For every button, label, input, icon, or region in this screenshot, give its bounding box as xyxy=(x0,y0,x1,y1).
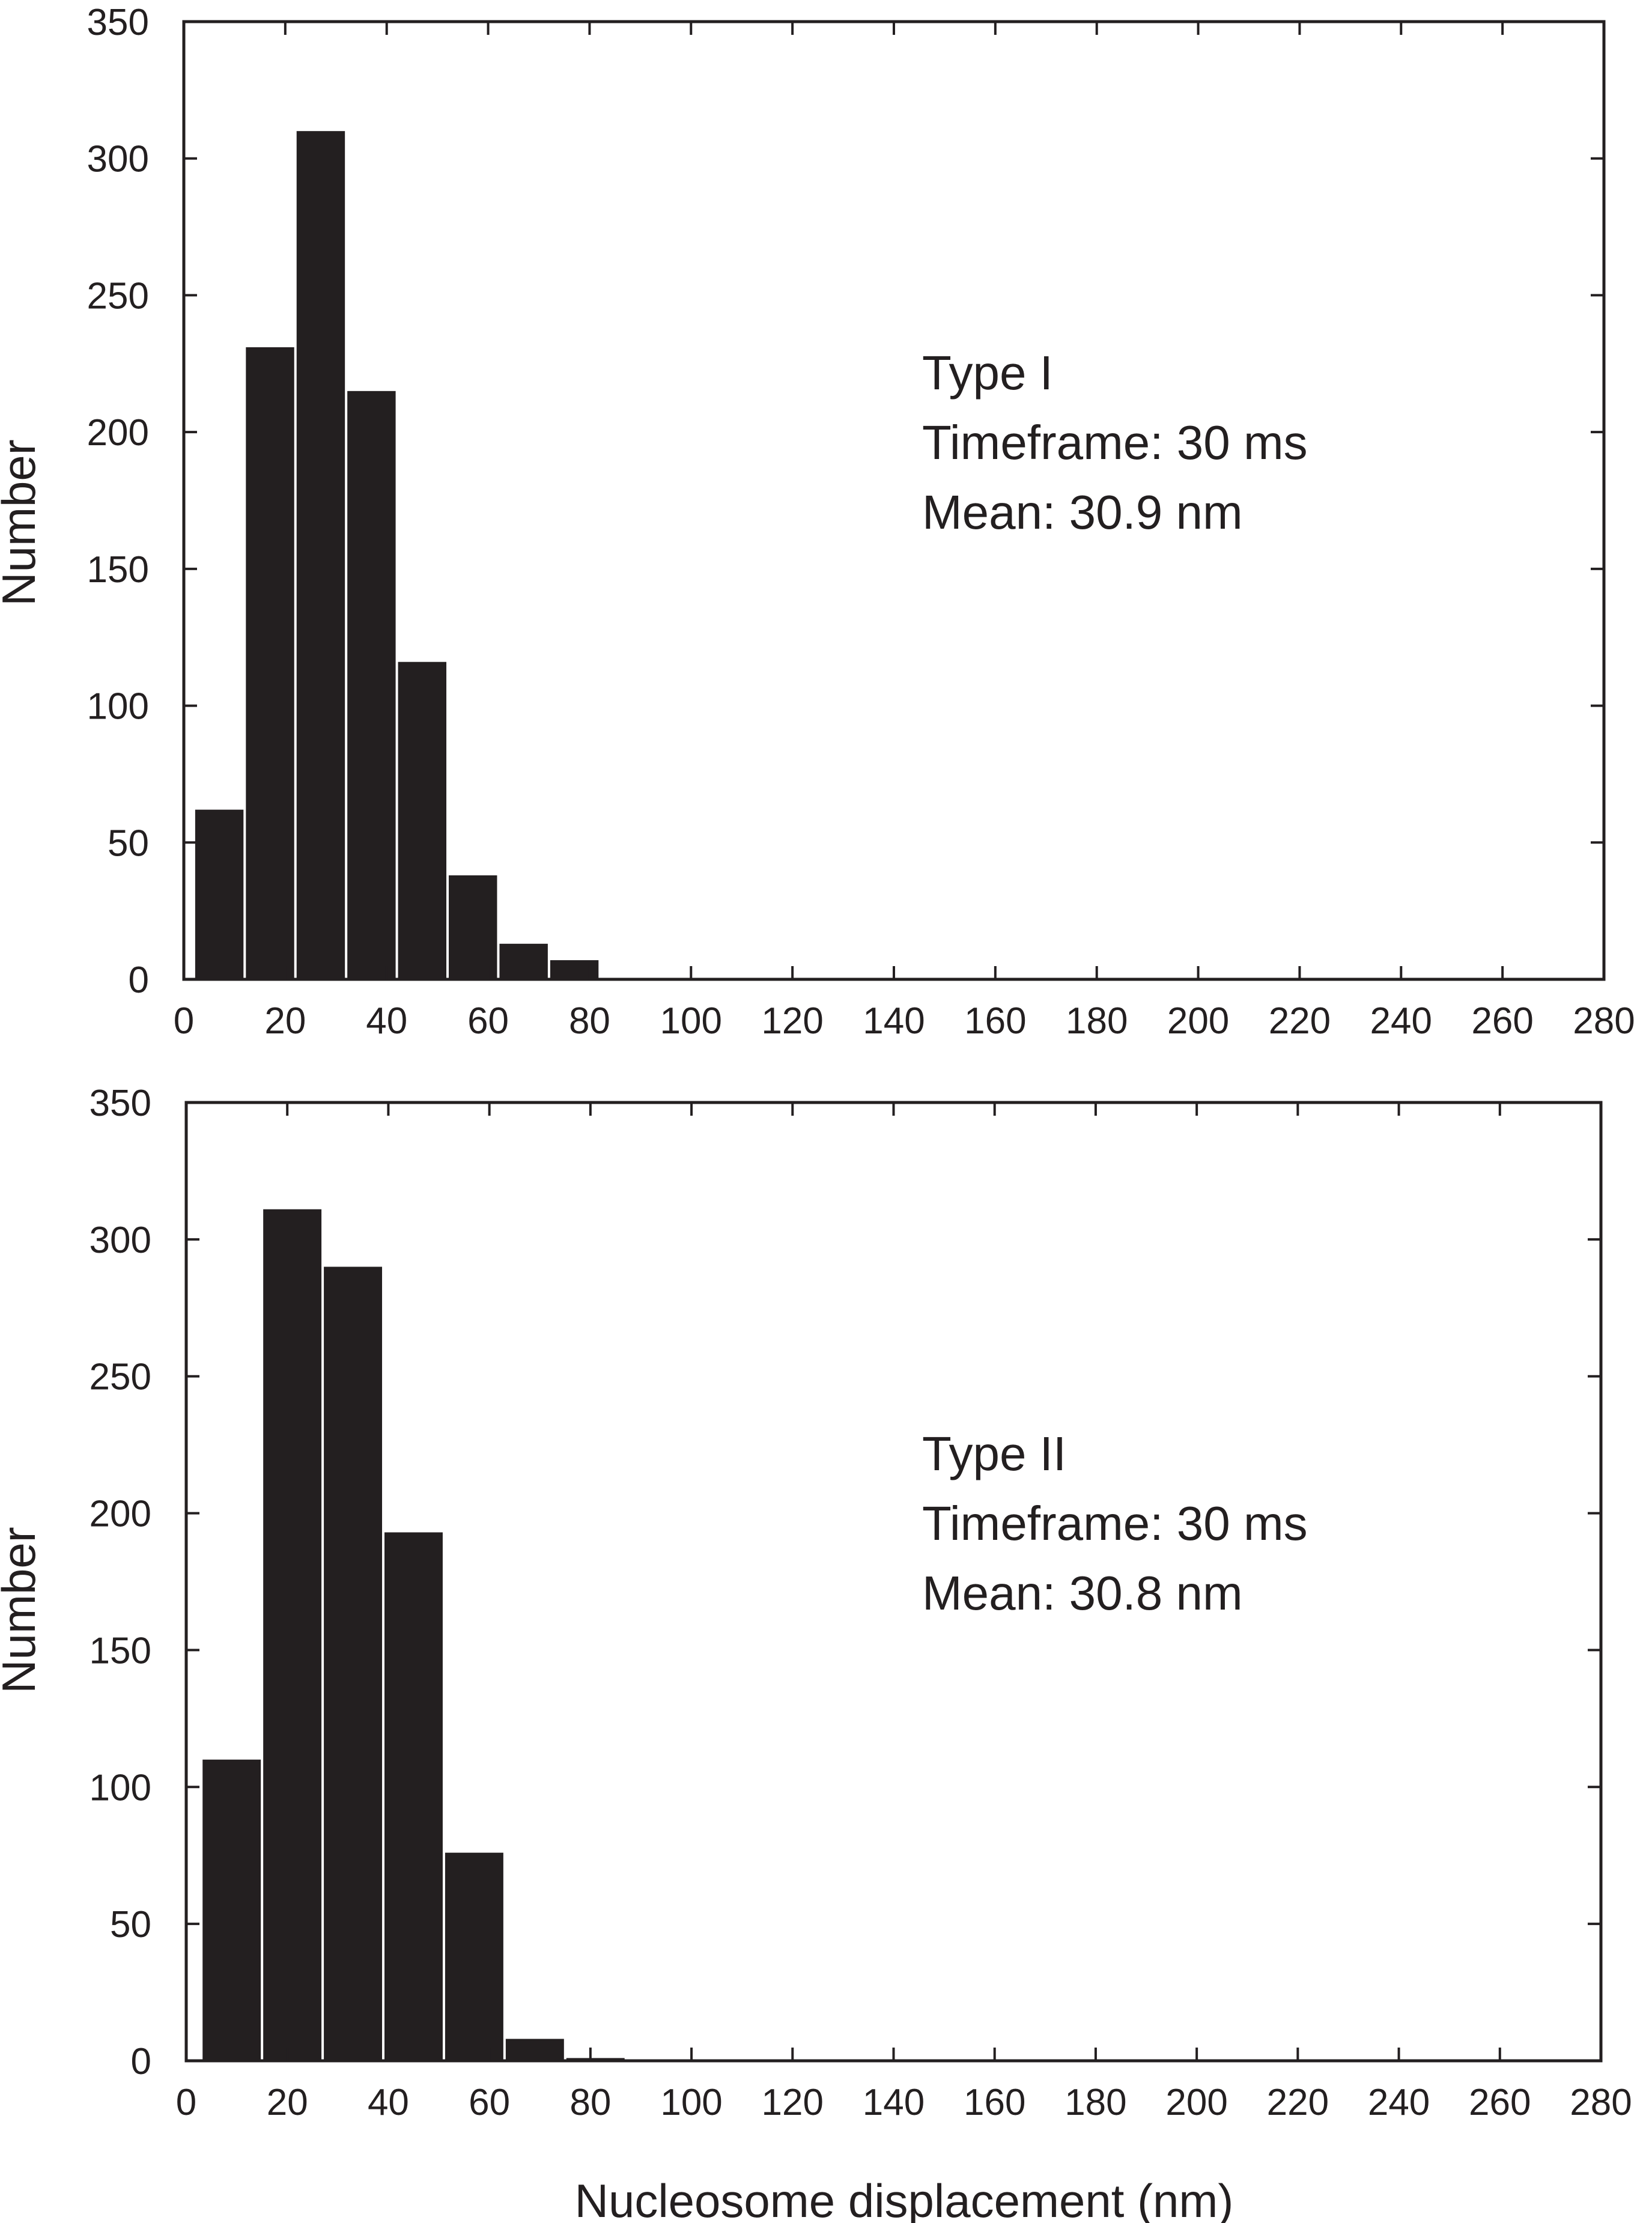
x-tick-label: 180 xyxy=(1066,1000,1128,1042)
y-axis-title: Number xyxy=(0,1527,45,1693)
x-tick-label: 0 xyxy=(176,2082,196,2123)
histogram-bar xyxy=(202,1759,261,2061)
y-tick-label: 50 xyxy=(110,1904,151,1945)
annotation-line: Type II xyxy=(922,1427,1066,1480)
y-tick-label: 100 xyxy=(87,686,149,728)
x-tick-label: 120 xyxy=(762,2082,824,2123)
histogram-bar xyxy=(296,131,345,980)
x-tick-label: 260 xyxy=(1471,1000,1533,1042)
x-tick-label: 160 xyxy=(964,2082,1025,2123)
histogram-bar xyxy=(449,875,497,979)
x-tick-label: 120 xyxy=(761,1000,823,1042)
y-tick-label: 250 xyxy=(87,275,149,317)
y-tick-label: 300 xyxy=(90,1220,151,1261)
histogram-bar xyxy=(499,943,548,979)
y-tick-label: 0 xyxy=(131,2041,151,2082)
x-tick-label: 140 xyxy=(863,1000,925,1042)
x-tick-label: 280 xyxy=(1573,1000,1635,1042)
x-tick-label: 260 xyxy=(1469,2082,1531,2123)
y-tick-label: 50 xyxy=(108,823,149,864)
histogram-bar xyxy=(505,2039,564,2061)
histogram-bar xyxy=(398,661,447,979)
annotation-line: Timeframe: 30 ms xyxy=(922,416,1308,469)
x-tick-label: 80 xyxy=(569,2082,611,2123)
x-tick-label: 20 xyxy=(264,1000,306,1042)
x-tick-label: 60 xyxy=(467,1000,509,1042)
x-tick-label: 60 xyxy=(469,2082,510,2123)
x-tick-label: 40 xyxy=(368,2082,409,2123)
histogram-bar xyxy=(324,1267,383,2061)
x-axis-title: Nucleosome displacement (nm) xyxy=(575,2174,1234,2223)
x-tick-label: 280 xyxy=(1570,2082,1632,2123)
y-tick-label: 200 xyxy=(90,1494,151,1535)
annotation-line: Type I xyxy=(922,346,1053,400)
histogram-bar xyxy=(384,1532,443,2061)
annotation-line: Mean: 30.8 nm xyxy=(922,1566,1243,1620)
x-tick-label: 40 xyxy=(366,1000,407,1042)
histogram-bar xyxy=(347,391,396,979)
x-tick-label: 180 xyxy=(1064,2082,1126,2123)
x-tick-label: 80 xyxy=(569,1000,610,1042)
x-tick-label: 240 xyxy=(1370,1000,1432,1042)
y-tick-label: 100 xyxy=(90,1767,151,1808)
y-tick-label: 200 xyxy=(87,412,149,454)
histogram-type-i: 0 50 100 150 200 250 300 350 0 20 40 60 80 100 120 140 1… xyxy=(0,2,1635,1042)
y-tick-label: 300 xyxy=(87,139,149,180)
x-tick-label: 200 xyxy=(1165,2082,1227,2123)
y-tick-label: 350 xyxy=(87,2,149,43)
y-tick-label: 250 xyxy=(90,1357,151,1398)
y-axis-title: Number xyxy=(0,439,45,606)
x-tick-label: 0 xyxy=(174,1000,194,1042)
annotation-line: Timeframe: 30 ms xyxy=(922,1497,1308,1550)
plot-frame xyxy=(182,20,1606,981)
y-tick-label: 0 xyxy=(129,959,149,1001)
x-tick-label: 200 xyxy=(1167,1000,1229,1042)
x-tick-label: 220 xyxy=(1269,1000,1331,1042)
x-tick-label: 160 xyxy=(964,1000,1026,1042)
y-tick-label: 150 xyxy=(87,549,149,591)
histogram-bar xyxy=(246,347,294,980)
x-tick-label: 140 xyxy=(863,2082,925,2123)
x-tick-label: 20 xyxy=(267,2082,308,2123)
histogram-bar xyxy=(195,809,244,979)
histogram-bar xyxy=(550,960,599,979)
histogram-bar xyxy=(263,1209,322,2061)
annotation-line: Mean: 30.9 nm xyxy=(922,485,1243,539)
histogram-type-ii: 0 50 100 150 200 250 300 350 0 20 40 60 80 100 120 140 1… xyxy=(0,1083,1632,2223)
y-tick-label: 150 xyxy=(90,1630,151,1671)
x-tick-label: 240 xyxy=(1368,2082,1430,2123)
x-tick-label: 220 xyxy=(1267,2082,1329,2123)
x-tick-label: 100 xyxy=(660,1000,722,1042)
x-tick-label: 100 xyxy=(660,2082,722,2123)
y-tick-label: 350 xyxy=(90,1083,151,1124)
histogram-bar xyxy=(445,1852,503,2061)
